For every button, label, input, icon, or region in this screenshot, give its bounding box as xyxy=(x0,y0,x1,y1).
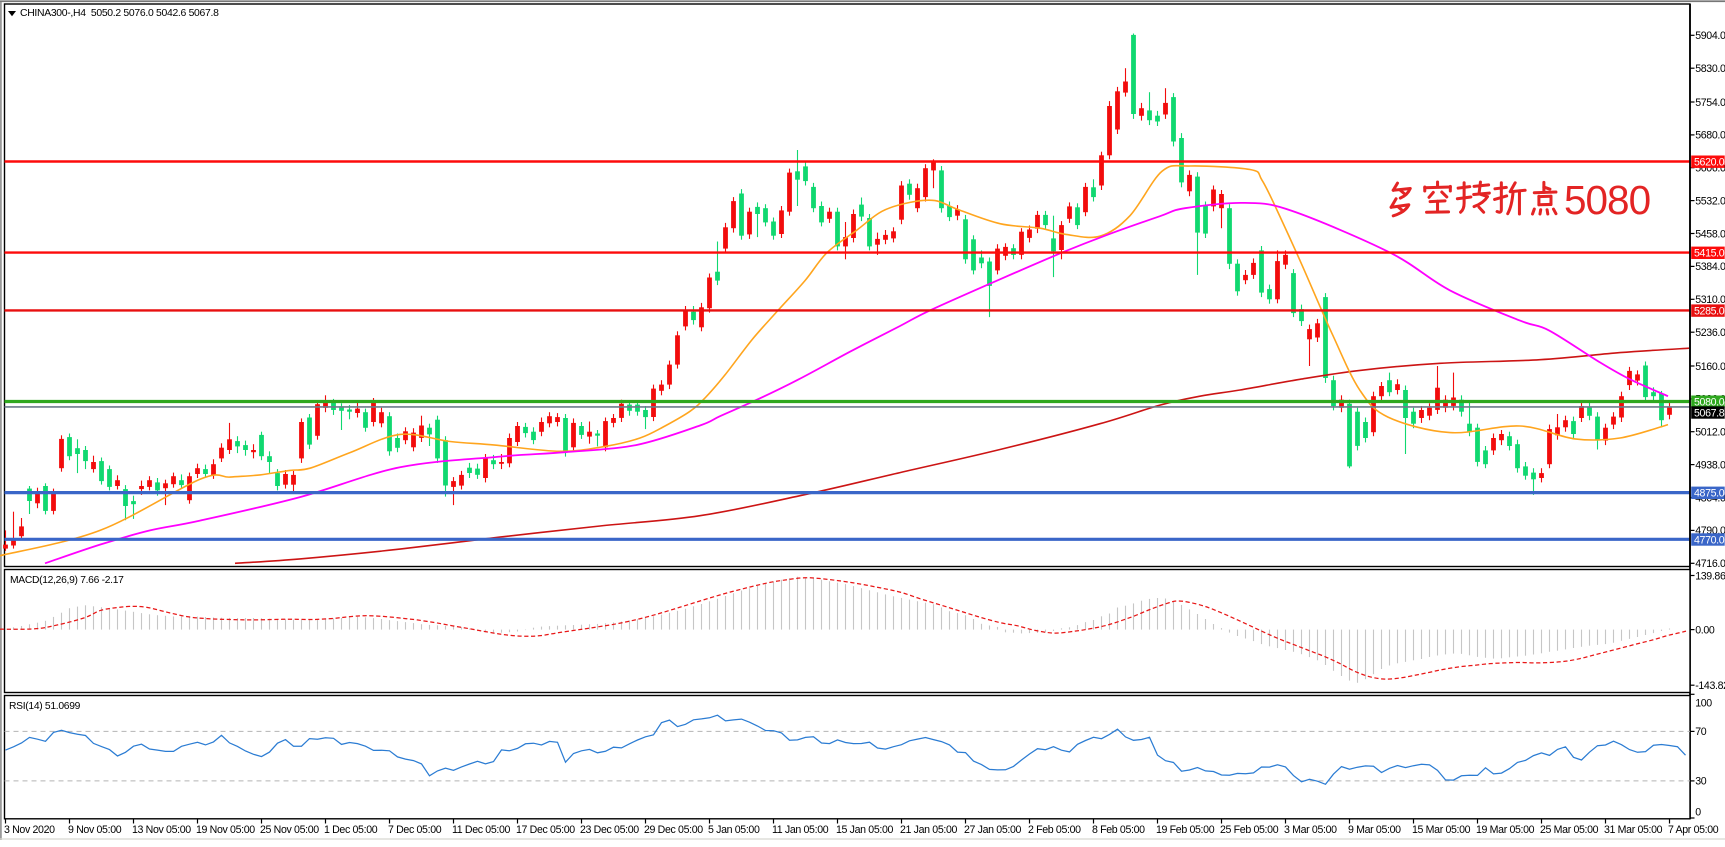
svg-text:4770.0: 4770.0 xyxy=(1694,534,1725,546)
svg-text:30: 30 xyxy=(1695,776,1707,788)
svg-text:5310.0: 5310.0 xyxy=(1695,294,1725,306)
svg-text:5012.0: 5012.0 xyxy=(1695,427,1725,439)
svg-text:23 Dec 05:00: 23 Dec 05:00 xyxy=(580,824,639,836)
svg-text:5754.0: 5754.0 xyxy=(1695,97,1725,109)
svg-text:5904.0: 5904.0 xyxy=(1695,30,1725,42)
svg-text:1 Dec 05:00: 1 Dec 05:00 xyxy=(324,824,378,836)
svg-text:17 Dec 05:00: 17 Dec 05:00 xyxy=(516,824,575,836)
svg-text:0.00: 0.00 xyxy=(1695,625,1715,637)
svg-text:3 Mar 05:00: 3 Mar 05:00 xyxy=(1284,824,1337,836)
svg-text:9 Mar 05:00: 9 Mar 05:00 xyxy=(1348,824,1401,836)
svg-text:5384.0: 5384.0 xyxy=(1695,261,1725,273)
svg-text:RSI(14) 51.0699: RSI(14) 51.0699 xyxy=(9,701,81,712)
svg-text:15 Mar 05:00: 15 Mar 05:00 xyxy=(1412,824,1471,836)
svg-text:0: 0 xyxy=(1695,807,1701,819)
svg-text:19 Mar 05:00: 19 Mar 05:00 xyxy=(1476,824,1535,836)
svg-text:MACD(12,26,9) 7.66 -2.17: MACD(12,26,9) 7.66 -2.17 xyxy=(10,575,124,586)
svg-text:27 Jan 05:00: 27 Jan 05:00 xyxy=(964,824,1022,836)
svg-text:4875.0: 4875.0 xyxy=(1694,488,1725,500)
svg-text:5160.0: 5160.0 xyxy=(1695,361,1725,373)
svg-text:21 Jan 05:00: 21 Jan 05:00 xyxy=(900,824,958,836)
svg-text:CHINA300-,H4 5050.2 5076.0 50: CHINA300-,H4 5050.2 5076.0 5042.6 5067.8 xyxy=(20,8,219,19)
svg-text:5532.0: 5532.0 xyxy=(1695,195,1725,207)
svg-text:2 Feb 05:00: 2 Feb 05:00 xyxy=(1028,824,1081,836)
svg-text:19 Feb 05:00: 19 Feb 05:00 xyxy=(1156,824,1215,836)
svg-text:4716.0: 4716.0 xyxy=(1695,558,1725,570)
svg-text:5067.8: 5067.8 xyxy=(1694,407,1725,419)
svg-text:100: 100 xyxy=(1695,697,1712,709)
svg-text:4938.0: 4938.0 xyxy=(1695,459,1725,471)
svg-text:-143.82: -143.82 xyxy=(1695,680,1725,692)
svg-text:5415.0: 5415.0 xyxy=(1694,248,1725,260)
svg-text:5680.0: 5680.0 xyxy=(1695,130,1725,142)
svg-text:7 Dec 05:00: 7 Dec 05:00 xyxy=(388,824,442,836)
svg-text:9 Nov 05:00: 9 Nov 05:00 xyxy=(68,824,122,836)
svg-text:5236.0: 5236.0 xyxy=(1695,327,1725,339)
svg-text:11 Jan 05:00: 11 Jan 05:00 xyxy=(772,824,829,836)
svg-text:70: 70 xyxy=(1695,726,1707,738)
svg-text:29 Dec 05:00: 29 Dec 05:00 xyxy=(644,824,703,836)
svg-text:139.86: 139.86 xyxy=(1695,571,1725,583)
svg-text:5285.0: 5285.0 xyxy=(1694,305,1725,317)
svg-text:11 Dec 05:00: 11 Dec 05:00 xyxy=(452,824,510,836)
svg-text:15 Jan 05:00: 15 Jan 05:00 xyxy=(836,824,894,836)
svg-text:5458.0: 5458.0 xyxy=(1695,228,1725,240)
svg-text:31 Mar 05:00: 31 Mar 05:00 xyxy=(1604,824,1663,836)
svg-text:5830.0: 5830.0 xyxy=(1695,63,1725,75)
svg-text:5620.0: 5620.0 xyxy=(1694,157,1725,169)
svg-text:25 Feb 05:00: 25 Feb 05:00 xyxy=(1220,824,1279,836)
svg-text:19 Nov 05:00: 19 Nov 05:00 xyxy=(196,824,255,836)
svg-text:5080: 5080 xyxy=(1564,177,1650,223)
svg-text:7 Apr 05:00: 7 Apr 05:00 xyxy=(1668,824,1719,836)
svg-text:5080.0: 5080.0 xyxy=(1694,397,1725,409)
svg-text:8 Feb 05:00: 8 Feb 05:00 xyxy=(1092,824,1145,836)
svg-text:5 Jan 05:00: 5 Jan 05:00 xyxy=(708,824,760,836)
svg-text:25 Mar 05:00: 25 Mar 05:00 xyxy=(1540,824,1599,836)
svg-text:25 Nov 05:00: 25 Nov 05:00 xyxy=(260,824,319,836)
svg-text:3 Nov 2020: 3 Nov 2020 xyxy=(4,824,55,836)
svg-text:13 Nov 05:00: 13 Nov 05:00 xyxy=(132,824,191,836)
